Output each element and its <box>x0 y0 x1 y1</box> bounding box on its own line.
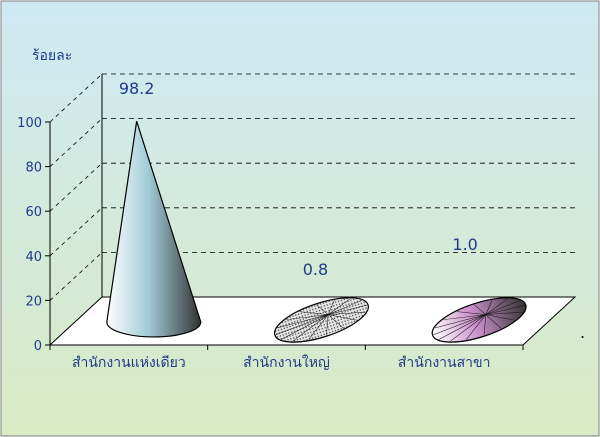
side-gridline <box>49 73 103 123</box>
cone-facet-line <box>433 314 486 336</box>
cone-facet-line <box>483 314 487 336</box>
cone-facet-line <box>275 314 329 336</box>
cone-mark <box>431 297 527 343</box>
x-category-label: สำนักงานสาขา <box>398 355 491 371</box>
cone-facet-line <box>281 314 329 340</box>
cone-facet-line <box>457 311 486 315</box>
cone-facet-line <box>466 314 487 340</box>
cone-marks <box>106 121 527 343</box>
y-tick-label: 40 <box>25 250 42 265</box>
y-axis-title: ร้อยละ <box>32 48 72 64</box>
cone-mark <box>273 297 369 343</box>
value-labels: 98.2 0.8 1.0 <box>119 79 478 279</box>
side-gridline <box>49 252 103 301</box>
cone-facet-line <box>328 304 368 315</box>
value-label: 0.8 <box>303 260 328 279</box>
cone-facet-line <box>443 314 486 320</box>
y-tick-label: 60 <box>25 205 42 220</box>
cone-facet-line <box>326 314 329 336</box>
cone-facet-line <box>485 300 520 315</box>
cone-facet-line <box>438 314 486 340</box>
value-label: 98.2 <box>119 79 155 98</box>
cone-facet-line <box>328 311 366 315</box>
cone-mark <box>106 121 202 338</box>
x-category-labels: สำนักงานแห่งเดียว สำนักงานใหญ่ สำนักงานสาข… <box>72 354 490 371</box>
side-gridline <box>49 162 103 212</box>
cone-facet-line <box>434 314 486 329</box>
y-tick-label: 20 <box>25 294 42 309</box>
cone-facet-line <box>485 298 509 315</box>
y-tick-label: 100 <box>17 116 42 131</box>
cone-facet-line <box>485 300 493 315</box>
y-tick-labels: 0 20 40 60 80 100 <box>17 116 42 354</box>
cone-facet-line <box>277 314 329 329</box>
cone-facet-line <box>485 314 515 321</box>
side-gridline <box>49 207 103 257</box>
cone-facet-line <box>485 304 525 315</box>
x-category-label: สำนักงานแห่งเดียว <box>72 355 186 371</box>
cone-facet-line <box>299 311 329 315</box>
cone-facet-line <box>328 300 362 315</box>
x-category-label: สำนักงานใหญ่ <box>243 354 330 371</box>
stray-mark: . <box>580 323 585 342</box>
cone-facet-line <box>485 314 502 329</box>
cone-facet-line <box>285 314 329 320</box>
cone-facet-line <box>327 314 344 329</box>
side-gridline <box>49 118 103 167</box>
cone-facet-line <box>292 314 329 342</box>
value-label: 1.0 <box>452 235 477 254</box>
y-tick-label: 80 <box>25 161 42 176</box>
cone-facet-line <box>485 311 524 315</box>
cone-facet-line <box>327 300 335 315</box>
cone-facet-line <box>327 298 351 315</box>
cone-facet-line <box>308 314 329 340</box>
cone-facet-line <box>328 314 358 321</box>
cone-facet-line <box>316 304 329 315</box>
cone-facet-line <box>450 314 486 342</box>
y-tick-label: 0 <box>34 339 42 354</box>
cone-facet-line <box>474 304 486 315</box>
